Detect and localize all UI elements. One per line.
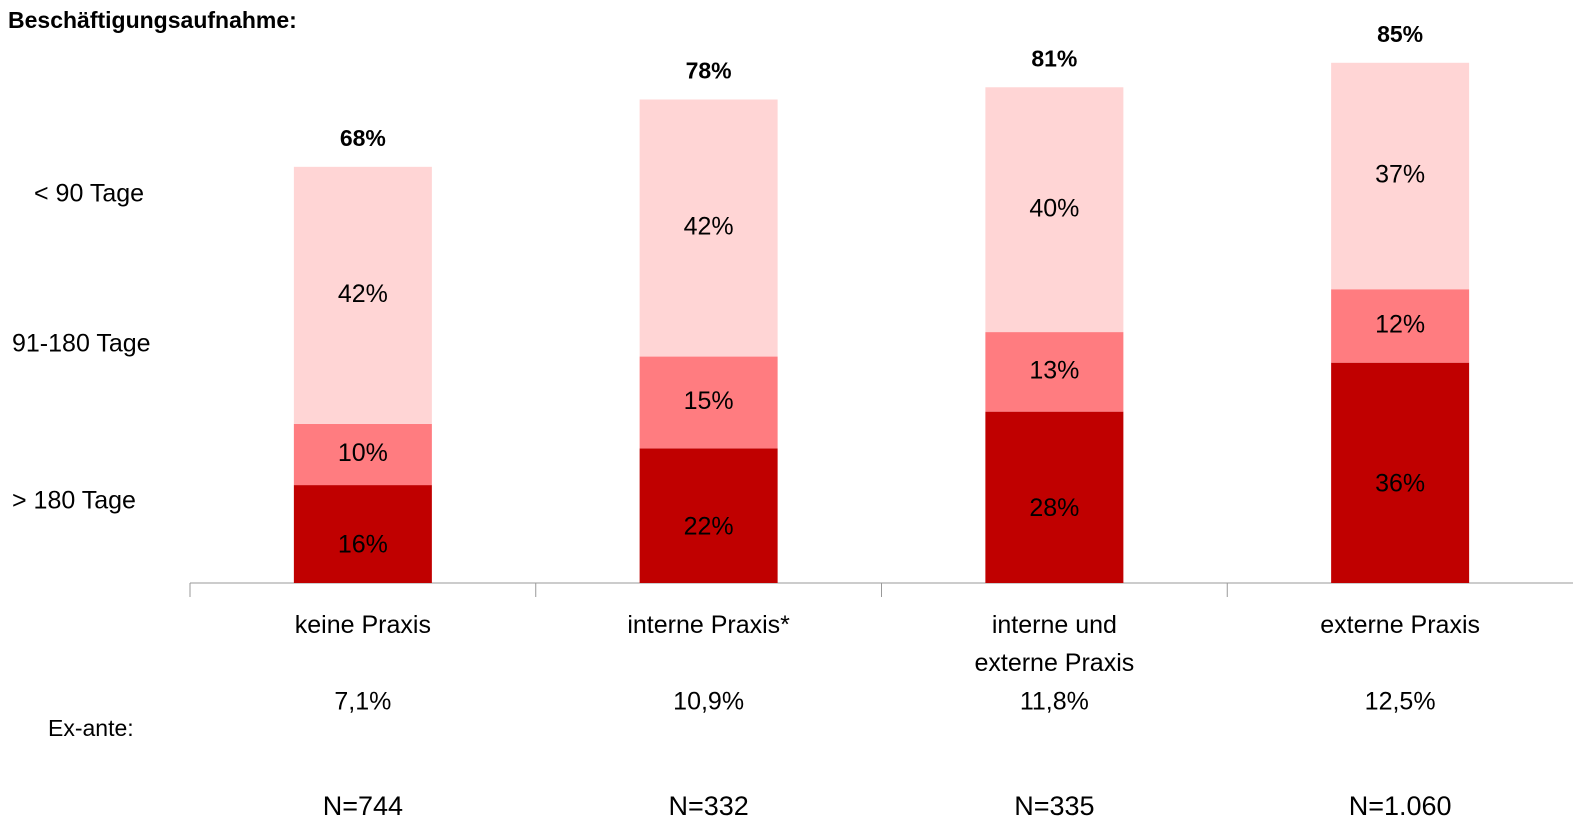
data-label: 22% xyxy=(684,512,734,540)
bar-segment xyxy=(985,332,1124,412)
data-label: 42% xyxy=(684,213,734,241)
x-tick-label: externe Praxis xyxy=(1320,611,1480,639)
data-label: 16% xyxy=(338,531,388,559)
data-label: 42% xyxy=(338,280,388,308)
bar-segment xyxy=(639,99,778,357)
ex-ante-label: Ex-ante: xyxy=(48,715,134,741)
data-label: 40% xyxy=(1029,194,1079,222)
bar-segment xyxy=(639,448,778,583)
data-label: 10% xyxy=(338,439,388,467)
x-tick-label: interne Praxis* xyxy=(627,611,790,639)
legend-label: > 180 Tage xyxy=(12,487,136,515)
bar-segment xyxy=(1331,289,1470,363)
total-label: 85% xyxy=(1377,21,1423,47)
x-tick-label: interne und externe Praxis xyxy=(974,611,1134,677)
bar-segment xyxy=(1331,362,1470,583)
data-label: 15% xyxy=(684,387,734,415)
legend-label: < 90 Tage xyxy=(34,180,144,208)
bar-segment xyxy=(639,356,778,449)
legend-label: 91-180 Tage xyxy=(12,330,151,358)
ex-ante-value: 11,8% xyxy=(1020,688,1089,716)
data-label: 37% xyxy=(1375,161,1425,189)
data-label: 12% xyxy=(1375,311,1425,339)
data-label: 13% xyxy=(1029,356,1079,384)
chart-title: Beschäftigungsaufnahme: xyxy=(8,7,297,33)
bar-segment xyxy=(985,87,1124,333)
n-label: N=744 xyxy=(323,791,403,821)
n-label: N=1.060 xyxy=(1349,791,1452,821)
ex-ante-value: 10,9% xyxy=(673,688,744,716)
n-label: N=332 xyxy=(668,791,748,821)
bar-segment xyxy=(985,411,1124,583)
total-label: 78% xyxy=(686,58,732,84)
bar-segment xyxy=(293,166,432,424)
bar-segment xyxy=(293,485,432,583)
bar-segment xyxy=(1331,62,1470,290)
data-label: 36% xyxy=(1375,469,1425,497)
bar-segment xyxy=(293,423,432,486)
total-label: 81% xyxy=(1031,45,1077,71)
ex-ante-value: 12,5% xyxy=(1365,688,1436,716)
ex-ante-value: 7,1% xyxy=(334,688,391,716)
data-label: 28% xyxy=(1029,494,1079,522)
n-label: N=335 xyxy=(1014,791,1094,821)
total-label: 68% xyxy=(340,125,386,151)
x-tick-label: keine Praxis xyxy=(295,611,431,639)
